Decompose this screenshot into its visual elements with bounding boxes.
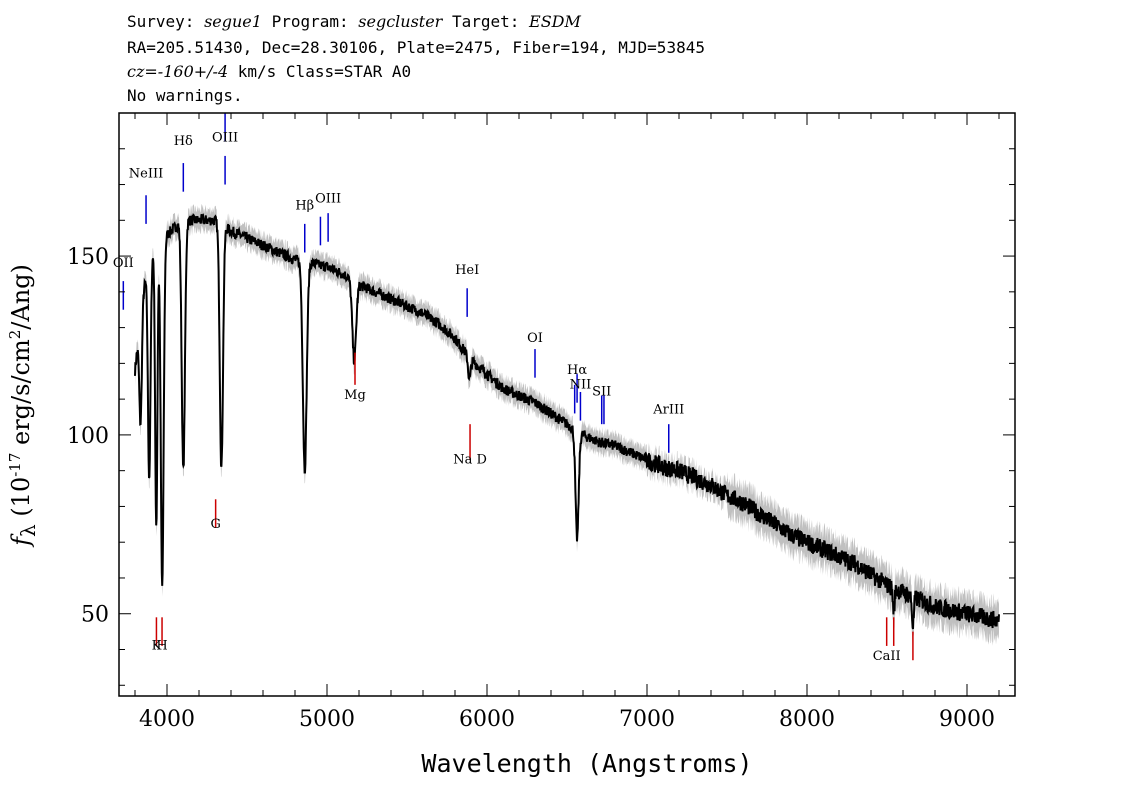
- y-title-exp: -17: [6, 452, 24, 477]
- y-title-exp2: 2: [6, 329, 24, 340]
- plot-frame: [118, 112, 1016, 697]
- survey-label: Survey:: [127, 12, 205, 31]
- emission-line-label: OI: [527, 331, 543, 346]
- program-value: segcluster: [358, 12, 443, 31]
- emission-line-label: NeIII: [129, 166, 163, 181]
- x-tick-label: 6000: [459, 707, 515, 732]
- emission-line-label: Hβ: [295, 199, 314, 214]
- x-tick-label: 5000: [299, 707, 355, 732]
- emission-line-label: OII: [113, 256, 134, 271]
- absorption-line-label: CaII: [873, 649, 901, 664]
- spectrum-line: [134, 213, 1000, 630]
- emission-line-label: SII: [592, 385, 611, 400]
- header-coordinates-line: RA=205.51430, Dec=28.30106, Plate=2475, …: [127, 38, 705, 57]
- x-tick-label: 7000: [619, 707, 675, 732]
- emission-line-label: Hδ: [174, 134, 193, 149]
- y-title-sub: λ: [15, 524, 40, 537]
- x-tick-label: 4000: [139, 707, 195, 732]
- header-warnings-line: No warnings.: [127, 86, 243, 105]
- cz-label: cz=: [127, 62, 158, 81]
- survey-value: segue1: [204, 12, 262, 31]
- absorption-line-label: Mg: [344, 388, 366, 403]
- y-title-units: erg/s/cm: [7, 339, 35, 453]
- cz-value: -160+/-4: [157, 62, 229, 81]
- header-survey-line: Survey: segue1 Program: segcluster Targe…: [127, 12, 581, 32]
- emission-line-label: Hα: [567, 363, 587, 378]
- y-tick-label: 100: [67, 424, 109, 449]
- emission-line-label: OIII: [212, 131, 238, 146]
- absorption-line-label: H: [156, 639, 167, 654]
- y-tick-label: 50: [81, 603, 109, 628]
- absorption-line-label: G: [210, 517, 220, 532]
- y-title-flux: f: [7, 537, 35, 546]
- y-title-end: /Ang): [7, 264, 35, 330]
- emission-line-label: OIII: [315, 191, 341, 206]
- x-tick-label: 8000: [779, 707, 835, 732]
- target-label: Target:: [442, 12, 530, 31]
- x-tick-label: 9000: [939, 707, 995, 732]
- program-label: Program:: [261, 12, 359, 31]
- emission-line-label: NII: [570, 377, 592, 392]
- emission-line-label: HeI: [455, 263, 479, 278]
- header-redshift-line: cz=-160+/-4 km/s Class=STAR A0: [127, 62, 411, 82]
- y-title-mid: (10: [7, 476, 35, 525]
- emission-line-label: ArIII: [652, 402, 684, 417]
- target-value: ESDM: [529, 12, 581, 31]
- absorption-line-label: Na D: [453, 453, 487, 468]
- absorption-line-label: K: [152, 639, 162, 654]
- y-tick-label: 150: [67, 245, 109, 270]
- class-text: km/s Class=STAR A0: [228, 62, 412, 81]
- x-axis-title: Wavelength (Angstroms): [421, 749, 752, 778]
